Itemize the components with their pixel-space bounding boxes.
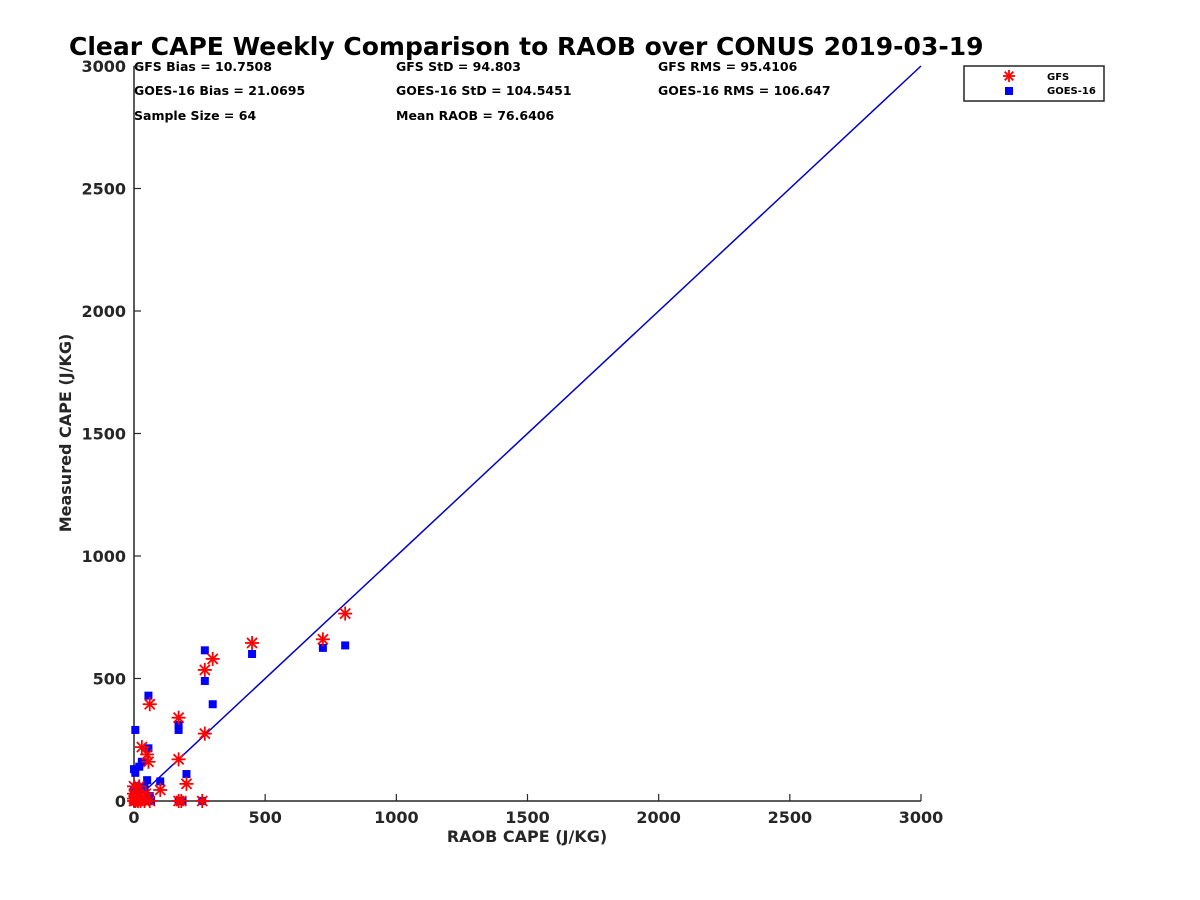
- x-tick-label: 2500: [768, 808, 813, 827]
- y-tick-label: 1500: [81, 425, 126, 444]
- gfs-point: [174, 794, 189, 808]
- stat-text: GFS Bias = 10.7508: [134, 59, 272, 74]
- gfs-point: [195, 794, 210, 808]
- gfs-point: [197, 726, 212, 741]
- gfs-point: [171, 710, 186, 725]
- goes16-point: [174, 725, 183, 734]
- x-tick-label: 3000: [899, 808, 944, 827]
- legend-marker-goes16: [1005, 87, 1013, 95]
- goes16-point: [156, 777, 165, 786]
- y-tick-label: 500: [93, 670, 126, 689]
- goes16-point: [200, 646, 209, 655]
- goes16-point: [182, 770, 191, 779]
- stat-text: GOES-16 StD = 104.5451: [396, 83, 572, 98]
- gfs-point: [171, 752, 186, 767]
- stat-text: GFS StD = 94.803: [396, 59, 521, 74]
- gfs-point: [141, 754, 156, 769]
- gfs-point: [153, 782, 168, 797]
- chart-title: Clear CAPE Weekly Comparison to RAOB ove…: [69, 32, 984, 61]
- legend-label: GFS: [1047, 72, 1069, 83]
- gfs-point: [338, 606, 353, 621]
- x-tick-label: 1000: [374, 808, 419, 827]
- stat-text: Sample Size = 64: [134, 108, 256, 123]
- goes16-point: [200, 676, 209, 685]
- gfs-point: [315, 632, 330, 647]
- goes16-point: [341, 641, 350, 650]
- legend-marker-gfs: [1003, 70, 1015, 82]
- legend-box: [963, 65, 1105, 102]
- gfs-point: [142, 794, 157, 808]
- legend-label: GOES-16: [1047, 86, 1096, 97]
- goes16-point: [208, 700, 217, 709]
- x-ticks: 0 500 1000 1500 2000 2500 3000: [128, 794, 943, 827]
- gfs-point: [205, 651, 220, 666]
- goes16-point: [144, 691, 153, 700]
- goes16-point: [135, 762, 144, 771]
- stats-block: GFS Bias = 10.7508 GFS StD = 94.803 GFS RM…: [134, 59, 831, 123]
- goes16-point: [174, 721, 183, 730]
- x-tick-label: 0: [128, 808, 139, 827]
- y-tick-label: 1000: [81, 547, 126, 566]
- stat-text: GOES-16 Bias = 21.0695: [134, 83, 305, 98]
- gfs-point: [134, 740, 149, 755]
- stat-text: GOES-16 RMS = 106.647: [658, 83, 831, 98]
- gfs-point: [245, 635, 260, 650]
- goes16-point: [144, 744, 153, 753]
- y-tick-label: 2500: [81, 180, 126, 199]
- y-tick-label: 0: [115, 792, 126, 811]
- goes16-point: [248, 650, 257, 658]
- gfs-point: [138, 786, 153, 801]
- goes16-point: [131, 768, 140, 777]
- gfs-point: [142, 697, 157, 712]
- x-tick-label: 1500: [505, 808, 550, 827]
- y-tick-label: 3000: [81, 57, 126, 76]
- stat-text: Mean RAOB = 76.6406: [396, 108, 554, 123]
- goes16-point: [131, 725, 140, 734]
- y-tick-label: 2000: [81, 302, 126, 321]
- goes16-point: [140, 783, 149, 792]
- gfs-point: [197, 662, 212, 677]
- x-tick-label: 2000: [636, 808, 681, 827]
- one-to-one-line: [133, 65, 922, 802]
- y-axis-label: Measured CAPE (J/KG): [56, 334, 75, 533]
- data-points: [127, 606, 353, 808]
- goes16-point: [143, 776, 152, 785]
- stat-text: GFS RMS = 95.4106: [658, 59, 798, 74]
- y-ticks: 0 500 1000 1500 2000 2500 3000: [81, 57, 141, 811]
- legend: GFS GOES-16: [963, 65, 1105, 102]
- x-axis-label: RAOB CAPE (J/KG): [447, 827, 607, 846]
- goes16-point: [318, 643, 327, 652]
- gfs-point: [179, 776, 194, 791]
- x-tick-label: 500: [248, 808, 281, 827]
